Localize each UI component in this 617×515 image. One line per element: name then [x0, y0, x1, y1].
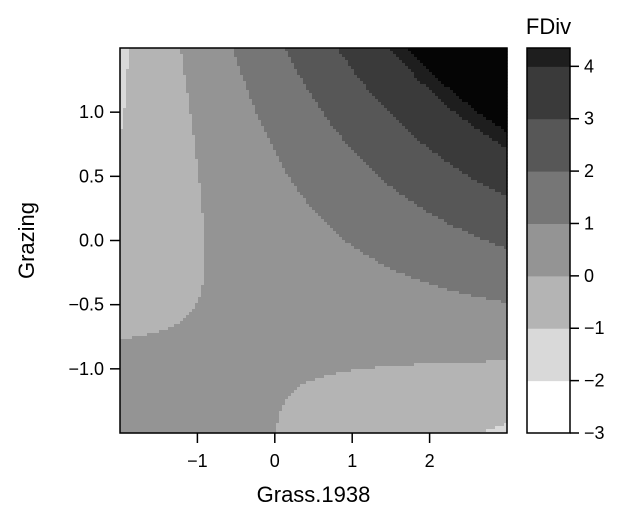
y-axis-label: Grazing	[14, 202, 39, 279]
colorbar-band	[527, 223, 570, 277]
y-tick-label: 1.0	[79, 102, 104, 122]
colorbar-band	[527, 171, 570, 224]
y-axis: −1.0 −0.5 0.0 0.5 1.0	[68, 102, 120, 379]
colorbar-band	[527, 380, 570, 434]
colorbar-tick-label: −3	[584, 423, 605, 443]
colorbar-band	[527, 328, 570, 382]
y-tick-label: 0.0	[79, 231, 104, 251]
colorbar-band	[527, 118, 570, 172]
colorbar: −3 −2 −1 0 1 2 3 4	[526, 47, 605, 443]
x-tick-label: 2	[425, 451, 435, 471]
x-tick-label: 0	[270, 451, 280, 471]
colorbar-tick-label: −1	[584, 318, 605, 338]
colorbar-tick-label: 0	[584, 266, 594, 286]
colorbar-band	[527, 66, 570, 120]
colorbar-tick-label: 4	[584, 56, 594, 76]
y-tick-label: 0.5	[79, 166, 104, 186]
colorbar-tick-label: 1	[584, 213, 594, 233]
y-tick-label: −1.0	[68, 359, 104, 379]
colorbar-frame	[526, 47, 571, 434]
x-tick-label: 1	[347, 451, 357, 471]
colorbar-band	[527, 48, 570, 67]
colorbar-tick-label: −2	[584, 371, 605, 391]
colorbar-tick-label: 2	[584, 161, 594, 181]
contour-fill	[120, 48, 508, 434]
y-tick-label: −0.5	[68, 295, 104, 315]
x-tick-label: −1	[187, 451, 208, 471]
colorbar-tick-label: 3	[584, 109, 594, 129]
colorbar-band	[527, 275, 570, 329]
x-axis-label: Grass.1938	[257, 482, 371, 507]
x-axis: −1 0 1 2	[187, 433, 435, 471]
colorbar-title: FDiv	[526, 14, 571, 39]
